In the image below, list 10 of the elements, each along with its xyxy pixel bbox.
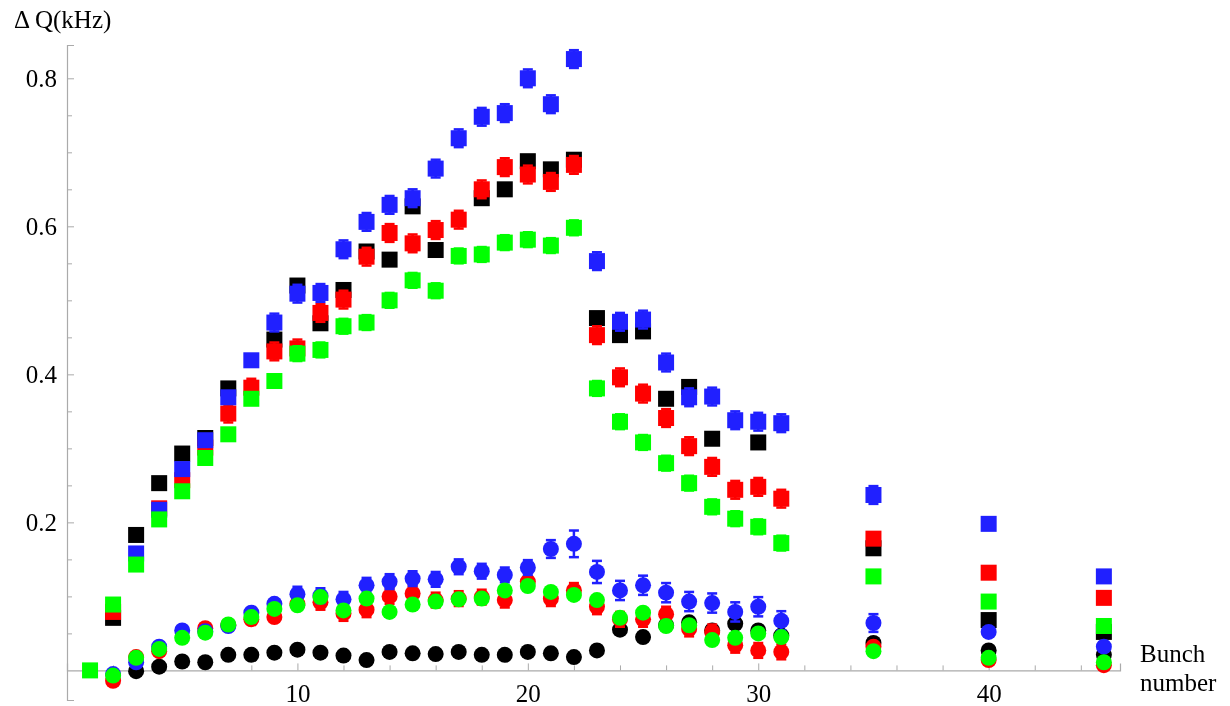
y-tick-label: 0.8 [25,64,57,92]
y-axis-title: Δ Q(kHz) [14,6,112,34]
x-tick-label: 40 [976,680,1002,706]
y-tick-label: 0.2 [25,508,57,536]
x-tick-label: 20 [515,680,541,706]
x-axis-title: Bunch number [1140,640,1218,697]
y-tick-label: 0.6 [25,212,57,240]
x-tick-label: 30 [746,680,772,706]
y-tick-label: 0.4 [25,360,58,388]
x-tick-label: 10 [285,680,311,706]
